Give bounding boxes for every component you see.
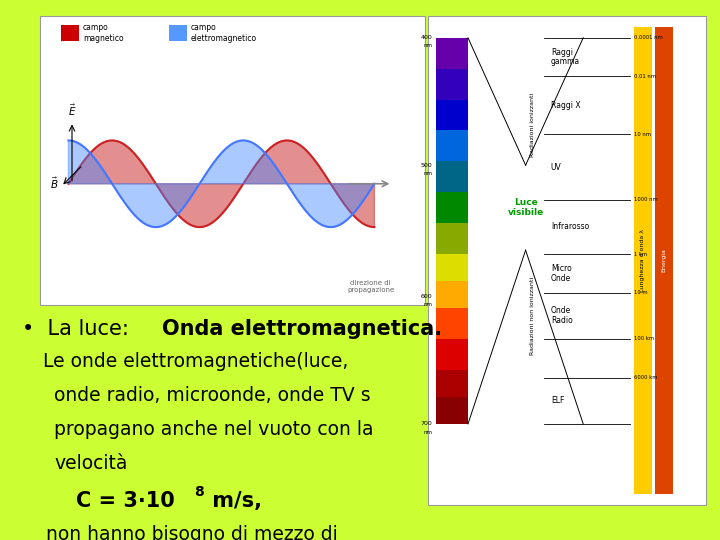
Text: 6000 km: 6000 km (634, 375, 657, 380)
Text: Raggi
gamma: Raggi gamma (551, 48, 580, 66)
Text: 0.01 nm: 0.01 nm (634, 74, 656, 79)
Bar (436, 38, 468, 69)
Bar (436, 370, 468, 397)
Text: Le onde elettromagnetiche(luce,: Le onde elettromagnetiche(luce, (43, 352, 348, 371)
Bar (436, 161, 468, 192)
Text: 1 cm: 1 cm (634, 252, 647, 256)
Text: non hanno bisogno di mezzo di: non hanno bisogno di mezzo di (40, 525, 338, 540)
Bar (634, 27, 652, 494)
Bar (436, 223, 468, 254)
Text: onde radio, microonde, onde TV s: onde radio, microonde, onde TV s (54, 386, 371, 405)
Text: nm: nm (423, 171, 432, 176)
Text: nm: nm (423, 429, 432, 435)
Text: Energia: Energia (662, 248, 667, 273)
Text: 400: 400 (420, 35, 432, 40)
Bar (436, 281, 468, 308)
Text: •  La luce:: • La luce: (22, 319, 128, 339)
Text: 10 nm: 10 nm (634, 132, 651, 137)
Bar (436, 339, 468, 370)
Bar (436, 99, 468, 131)
Text: 1000 nm: 1000 nm (634, 198, 657, 202)
Text: Onda elettromagnetica.: Onda elettromagnetica. (162, 319, 442, 339)
Bar (436, 397, 468, 424)
Text: 8: 8 (194, 485, 204, 500)
Text: 600: 600 (420, 294, 432, 299)
Bar (436, 254, 468, 281)
Text: Raggi X: Raggi X (551, 101, 580, 110)
Text: campo
magnetico: campo magnetico (83, 23, 123, 43)
Text: UV: UV (551, 163, 562, 172)
Text: 500: 500 (420, 163, 432, 168)
Text: $\vec{B}$: $\vec{B}$ (50, 176, 58, 191)
Bar (169, 25, 187, 40)
Text: Micro
Onde: Micro Onde (551, 264, 572, 282)
Text: Luce
visibile: Luce visibile (508, 198, 544, 218)
Text: velocità: velocità (54, 454, 127, 473)
Text: Lunghezza d'onda λ: Lunghezza d'onda λ (640, 229, 645, 292)
Text: campo
elettromagnetico: campo elettromagnetico (191, 23, 257, 43)
Text: Radiazioni ionizzanti: Radiazioni ionizzanti (531, 92, 535, 157)
Text: 100 km: 100 km (634, 336, 654, 341)
Text: Onde
Radio: Onde Radio (551, 306, 572, 325)
Bar (436, 131, 468, 161)
Text: Radiazioni non ionizzanti: Radiazioni non ionizzanti (531, 276, 535, 355)
Bar (655, 27, 673, 494)
Bar (436, 192, 468, 223)
Text: nm: nm (423, 302, 432, 307)
Text: Infrarosso: Infrarosso (551, 222, 589, 232)
Text: C = 3·10: C = 3·10 (76, 491, 174, 511)
Bar (61, 25, 79, 40)
Text: propagano anche nel vuoto con la: propagano anche nel vuoto con la (54, 420, 374, 439)
Text: nm: nm (423, 43, 432, 49)
Text: 700: 700 (420, 421, 432, 427)
Text: direzione di
propagazione: direzione di propagazione (347, 280, 395, 293)
Text: 0.0001 nm: 0.0001 nm (634, 35, 662, 40)
Bar (436, 308, 468, 339)
Bar (40, 16, 425, 305)
Bar (436, 69, 468, 99)
Bar (428, 16, 706, 505)
Text: $\vec{E}$: $\vec{E}$ (68, 103, 76, 118)
Text: ELF: ELF (551, 396, 564, 405)
Text: 10 m: 10 m (634, 290, 647, 295)
Text: m/s,: m/s, (205, 491, 262, 511)
